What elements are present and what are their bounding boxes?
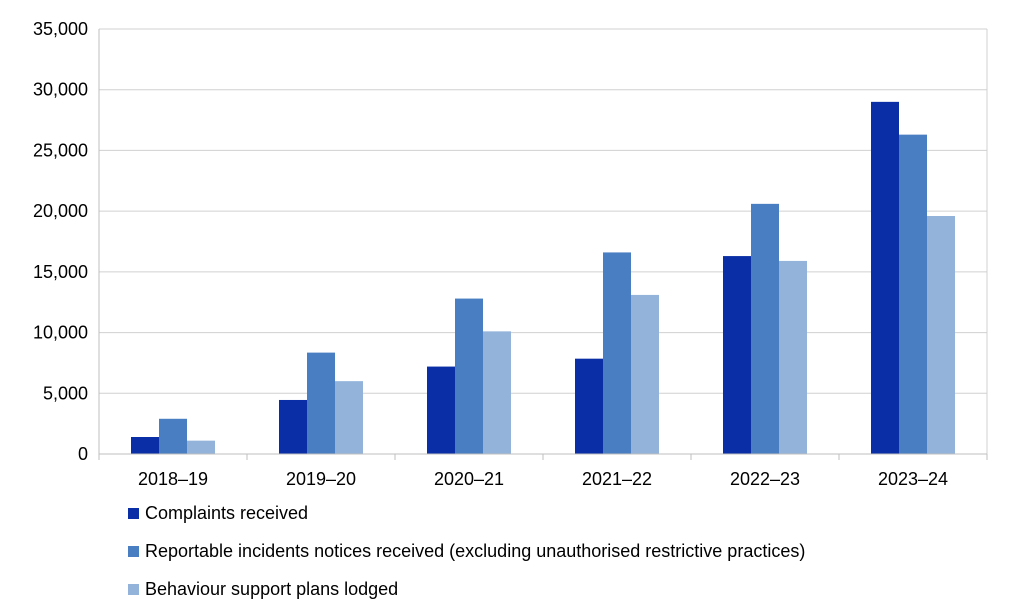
bar-series2 xyxy=(603,252,631,454)
bar-series3 xyxy=(483,331,511,454)
bar-series2 xyxy=(751,203,779,454)
y-tick-label: 25,000 xyxy=(33,140,88,160)
bar-series3 xyxy=(187,440,215,454)
x-tick-label: 2018–19 xyxy=(138,469,208,489)
bar-series1 xyxy=(279,399,307,454)
bar-series1 xyxy=(723,256,751,454)
bar-series3 xyxy=(779,260,807,454)
legend-item-reportable-incidents: Reportable incidents notices received (e… xyxy=(128,532,998,570)
y-tick-label: 5,000 xyxy=(43,383,88,403)
legend-swatch-complaints xyxy=(128,507,139,519)
bar-series2 xyxy=(307,352,335,454)
bar-series3 xyxy=(335,381,363,454)
legend-label-behaviour-support: Behaviour support plans lodged xyxy=(145,578,399,599)
legend-swatch-reportable-incidents xyxy=(128,545,139,557)
y-tick-label: 0 xyxy=(78,444,88,464)
bar-series2 xyxy=(455,298,483,454)
bar-series1 xyxy=(871,101,899,454)
bar-series3 xyxy=(927,216,955,454)
legend-label-reportable-incidents: Reportable incidents notices received (e… xyxy=(145,540,806,561)
legend-swatch-behaviour-support xyxy=(128,583,139,595)
bar-series2 xyxy=(899,134,927,454)
y-tick-label: 35,000 xyxy=(33,19,88,39)
x-tick-label: 2022–23 xyxy=(730,469,800,489)
y-tick-label: 10,000 xyxy=(33,323,88,343)
bar-series1 xyxy=(575,358,603,454)
bar-series3 xyxy=(631,294,659,454)
legend-item-complaints: Complaints received xyxy=(128,494,998,532)
y-tick-label: 15,000 xyxy=(33,262,88,282)
x-tick-label: 2021–22 xyxy=(582,469,652,489)
legend-label-complaints: Complaints received xyxy=(145,502,309,523)
bar-series1 xyxy=(427,366,455,454)
legend: Complaints received Reportable incidents… xyxy=(128,494,998,608)
x-tick-label: 2019–20 xyxy=(286,469,356,489)
y-tick-label: 30,000 xyxy=(33,80,88,100)
y-tick-label: 20,000 xyxy=(33,201,88,221)
bar-series1 xyxy=(131,437,159,454)
x-tick-label: 2023–24 xyxy=(878,469,948,489)
x-tick-label: 2020–21 xyxy=(434,469,504,489)
bar-series2 xyxy=(159,418,187,454)
legend-item-behaviour-support: Behaviour support plans lodged xyxy=(128,570,998,608)
